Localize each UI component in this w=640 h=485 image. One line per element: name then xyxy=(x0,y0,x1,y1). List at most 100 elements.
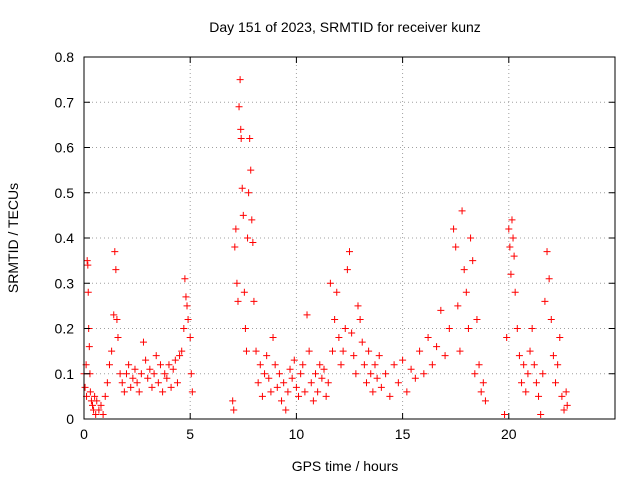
x-tick-label: 15 xyxy=(395,426,411,442)
data-point xyxy=(358,338,366,346)
data-point xyxy=(239,211,247,219)
data-point xyxy=(234,297,242,305)
data-point xyxy=(112,266,120,274)
y-tick-label: 0.8 xyxy=(55,49,75,65)
data-point xyxy=(122,370,130,378)
data-point xyxy=(541,297,549,305)
data-point xyxy=(450,225,458,233)
x-axis-label: GPS time / hours xyxy=(292,458,399,474)
data-point xyxy=(84,288,92,296)
data-point xyxy=(263,352,271,360)
data-point xyxy=(563,401,571,409)
y-tick-label: 0.6 xyxy=(55,140,75,156)
data-point xyxy=(420,370,428,378)
data-point xyxy=(135,388,143,396)
data-point xyxy=(403,388,411,396)
data-point xyxy=(373,374,381,382)
data-point xyxy=(167,383,175,391)
data-point xyxy=(252,347,260,355)
data-point xyxy=(511,288,519,296)
data-point xyxy=(462,288,470,296)
data-point xyxy=(171,356,179,364)
data-point xyxy=(113,315,121,323)
data-point xyxy=(278,397,286,405)
grid-lines xyxy=(84,57,615,419)
data-point xyxy=(543,248,551,256)
data-point xyxy=(515,352,523,360)
data-point xyxy=(369,388,377,396)
data-point xyxy=(150,370,158,378)
data-point xyxy=(524,370,532,378)
data-point xyxy=(97,401,105,409)
data-point xyxy=(85,343,93,351)
data-point xyxy=(558,392,566,400)
data-point xyxy=(258,392,266,400)
data-point xyxy=(460,266,468,274)
x-tick-label: 5 xyxy=(186,426,194,442)
data-point xyxy=(242,347,250,355)
data-point xyxy=(341,325,349,332)
data-point xyxy=(188,388,196,396)
data-point xyxy=(556,334,564,342)
data-point xyxy=(535,392,543,400)
data-point xyxy=(554,361,562,369)
data-point xyxy=(506,243,514,251)
data-point xyxy=(165,361,173,369)
data-point xyxy=(348,329,356,337)
y-tick-label: 0.4 xyxy=(55,230,75,246)
data-point xyxy=(399,356,407,364)
data-point xyxy=(452,243,460,251)
data-point xyxy=(284,388,292,396)
data-point xyxy=(375,352,383,360)
data-point xyxy=(473,315,481,323)
data-point xyxy=(458,207,466,215)
data-point xyxy=(178,347,186,355)
data-point xyxy=(180,325,188,332)
data-point xyxy=(237,125,245,133)
data-point xyxy=(411,374,419,382)
data-point xyxy=(305,347,313,355)
data-point xyxy=(184,315,192,323)
data-point xyxy=(230,406,238,414)
data-point xyxy=(256,361,264,369)
data-point xyxy=(125,361,133,369)
data-point xyxy=(382,370,390,378)
data-point xyxy=(481,397,489,405)
data-point xyxy=(528,325,536,332)
data-point xyxy=(467,234,475,242)
x-tick-label: 0 xyxy=(80,426,88,442)
data-point xyxy=(99,410,107,418)
data-point xyxy=(324,379,332,387)
data-point xyxy=(133,379,141,387)
data-point xyxy=(139,338,147,346)
data-point xyxy=(181,275,189,283)
data-point xyxy=(471,370,479,378)
data-point xyxy=(510,252,518,260)
data-point xyxy=(161,370,169,378)
data-point xyxy=(114,334,122,342)
data-point xyxy=(237,134,245,142)
data-point xyxy=(433,343,441,351)
data-point xyxy=(88,401,96,409)
data-points xyxy=(80,76,571,418)
y-tick-label: 0.1 xyxy=(55,366,75,382)
data-point xyxy=(271,361,279,369)
data-point xyxy=(269,334,277,342)
x-tick-label: 20 xyxy=(501,426,517,442)
data-point xyxy=(84,261,92,269)
data-point xyxy=(231,243,239,251)
data-point xyxy=(537,410,545,418)
data-point xyxy=(159,388,167,396)
data-point xyxy=(116,370,124,378)
data-point xyxy=(356,315,364,323)
data-point xyxy=(552,379,560,387)
data-point xyxy=(508,216,516,224)
data-point xyxy=(233,279,241,287)
data-point xyxy=(265,374,273,382)
data-point xyxy=(456,347,464,355)
data-point xyxy=(390,361,398,369)
data-point xyxy=(120,388,128,396)
data-point xyxy=(247,166,255,174)
